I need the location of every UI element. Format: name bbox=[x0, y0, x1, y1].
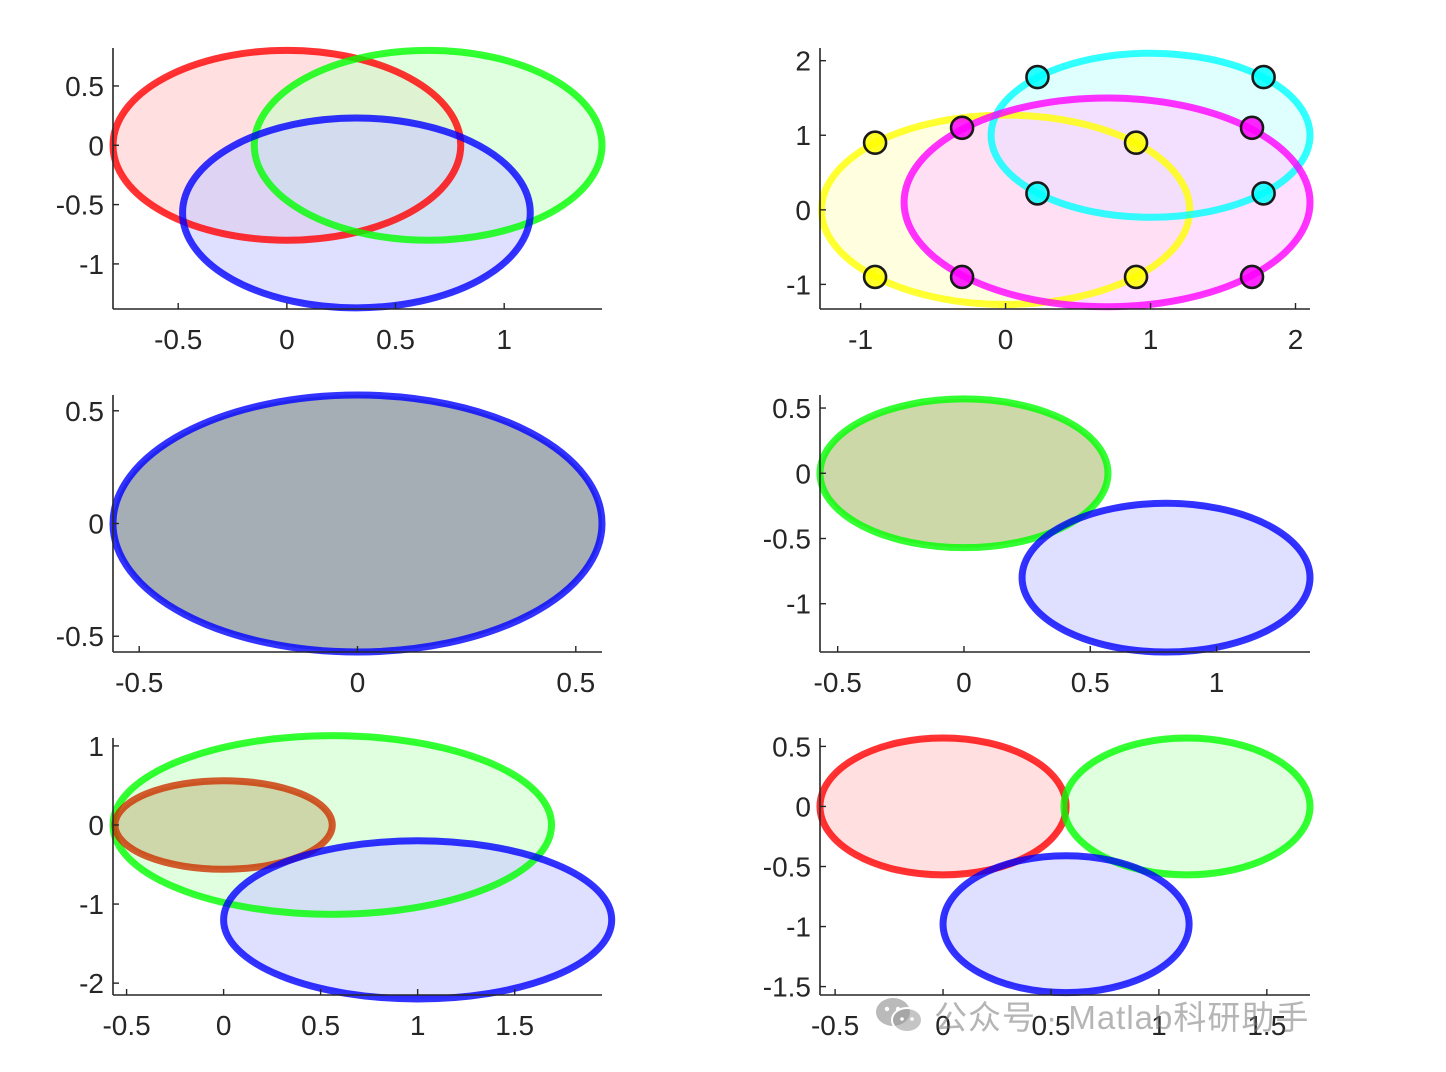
data-point-5 bbox=[1025, 64, 1050, 90]
x-tick-label: 1.5 bbox=[495, 1010, 534, 1041]
x-tick-label: 0 bbox=[350, 667, 366, 698]
subplot-1: -0.5 0 0.5 1 0.5 0 -0.5 -1 bbox=[56, 46, 606, 355]
y-tick-label: -0.5 bbox=[763, 852, 811, 883]
ellipse-fill-3 bbox=[182, 117, 531, 308]
ellipse-outline-3 bbox=[220, 837, 616, 1003]
ellipse-fill-2 bbox=[114, 780, 333, 870]
x-tick-label: -0.5 bbox=[115, 667, 163, 698]
y-tick-label: -0.5 bbox=[56, 621, 104, 652]
x-tick-label: 2 bbox=[1288, 324, 1304, 355]
x-tick-label: -0.5 bbox=[102, 1010, 150, 1041]
data-point-2 bbox=[1123, 130, 1149, 156]
y-tick-label: -0.5 bbox=[763, 524, 811, 555]
y-tick-label: 0.5 bbox=[65, 71, 104, 102]
x-tick-label: -1 bbox=[848, 324, 873, 355]
watermark-text: 公众号 · Matlab科研助手 bbox=[934, 999, 1310, 1036]
y-tick-label: -1 bbox=[786, 589, 811, 620]
x-tick-label: 1 bbox=[496, 324, 512, 355]
ellipse-fill-1 bbox=[820, 398, 1108, 548]
x-tick-label: 1 bbox=[1143, 324, 1159, 355]
watermark: 公众号 · Matlab科研助手 bbox=[872, 992, 1309, 1038]
data-point-11 bbox=[949, 264, 975, 290]
x-tick-label: 0 bbox=[279, 324, 295, 355]
x-tick-label: 1 bbox=[1151, 1010, 1167, 1041]
y-tick-label: -1 bbox=[79, 889, 104, 920]
ellipse-fill-1 bbox=[113, 395, 602, 652]
x-tick-label: 0 bbox=[935, 1010, 951, 1041]
y-tick-label: -1.5 bbox=[763, 972, 811, 1003]
x-tick-label: -0.5 bbox=[814, 667, 862, 698]
y-tick-label: -0.5 bbox=[56, 190, 104, 221]
y-tick-label: 0 bbox=[88, 130, 104, 161]
x-tick-label: 0.5 bbox=[556, 667, 595, 698]
x-tick-label: 0 bbox=[216, 1010, 232, 1041]
subplot-2: -1 0 1 2 2 1 0 -1 bbox=[786, 46, 1314, 355]
x-tick-label: 0 bbox=[956, 667, 972, 698]
x-tick-label: 0.5 bbox=[301, 1010, 340, 1041]
ellipse-outline-2 bbox=[987, 49, 1314, 221]
ellipse-fill-3 bbox=[943, 855, 1190, 993]
x-tick-label: 0.5 bbox=[1071, 667, 1110, 698]
y-tick-label: 0 bbox=[795, 458, 811, 489]
ellipse-outline-2 bbox=[250, 46, 606, 244]
y-tick-label: -2 bbox=[79, 968, 104, 999]
subplot-5: -0.5 0 0.5 1 1.5 1 0 -1 -2 bbox=[79, 731, 616, 1041]
y-tick-label: -1 bbox=[79, 249, 104, 280]
data-point-9 bbox=[949, 115, 975, 141]
data-point-6 bbox=[1251, 64, 1276, 90]
data-point-10 bbox=[1239, 115, 1265, 141]
data-point-3 bbox=[862, 264, 888, 290]
y-tick-label: 0 bbox=[795, 791, 811, 822]
x-tick-label: 1 bbox=[1209, 667, 1225, 698]
x-tick-label: 1 bbox=[410, 1010, 426, 1041]
x-tick-label: 0.5 bbox=[1032, 1010, 1071, 1041]
ellipse-fill-3 bbox=[223, 840, 612, 999]
wechat-logo-icon bbox=[876, 998, 923, 1033]
y-tick-label: 0.5 bbox=[65, 396, 104, 427]
y-tick-label: -1 bbox=[786, 269, 811, 300]
y-tick-label: -1 bbox=[786, 912, 811, 943]
x-tick-label: 1.5 bbox=[1247, 1010, 1286, 1041]
y-tick-label: 0.5 bbox=[772, 393, 811, 424]
subplot-6: -0.5 0 0.5 1 1.5 0.5 0 -0.5 -1 -1.5 bbox=[763, 731, 1314, 1041]
data-point-12 bbox=[1239, 264, 1265, 290]
data-point-7 bbox=[1025, 181, 1050, 206]
y-tick-label: 2 bbox=[795, 46, 811, 77]
x-tick-label: -0.5 bbox=[154, 324, 202, 355]
y-tick-label: 1 bbox=[795, 120, 811, 151]
ellipse-outline-3 bbox=[939, 852, 1193, 997]
ellipse-outline-3 bbox=[179, 114, 534, 312]
data-point-8 bbox=[1251, 181, 1276, 206]
ellipse-fill-3 bbox=[904, 97, 1310, 307]
ellipse-fill-1 bbox=[820, 738, 1067, 875]
y-tick-label: 0 bbox=[88, 810, 104, 841]
y-tick-label: 0.5 bbox=[772, 731, 811, 762]
ellipse-outline-3 bbox=[900, 94, 1314, 311]
x-tick-label: 0.5 bbox=[376, 324, 415, 355]
y-tick-label: 0 bbox=[88, 509, 104, 540]
subplot-3: -0.5 0 0.5 0.5 0 -0.5 bbox=[56, 391, 606, 698]
ellipse-fill-2 bbox=[1063, 738, 1310, 875]
data-point-1 bbox=[862, 130, 888, 156]
data-point-4 bbox=[1123, 264, 1149, 290]
y-tick-label: 1 bbox=[88, 731, 104, 762]
y-tick-label: 0 bbox=[795, 195, 811, 226]
ellipse-outline-2 bbox=[1060, 734, 1314, 879]
x-tick-label: -0.5 bbox=[811, 1010, 859, 1041]
subplot-4: -0.5 0 0.5 1 0.5 0 -0.5 -1 bbox=[763, 393, 1314, 698]
x-tick-label: 0 bbox=[998, 324, 1014, 355]
ellipse-fill-2 bbox=[1022, 503, 1310, 652]
